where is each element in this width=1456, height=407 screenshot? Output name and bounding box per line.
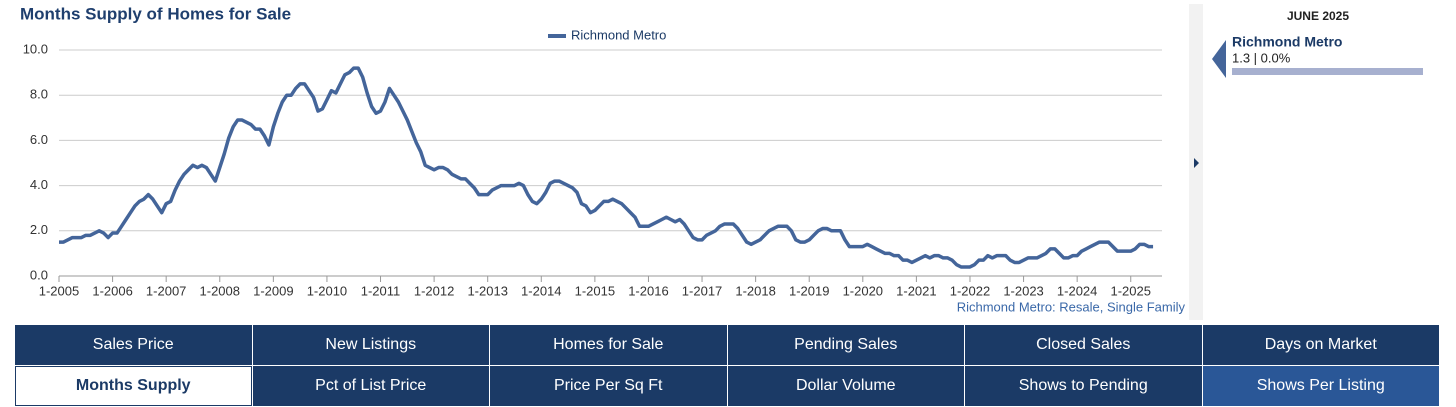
x-tick-label: 1-2020 <box>843 283 883 298</box>
x-tick-label: 1-2015 <box>575 283 615 298</box>
tab-button[interactable]: Shows Per Listing <box>1202 366 1439 406</box>
tab-button[interactable]: Closed Sales <box>965 325 1202 365</box>
x-tick-label: 1-2021 <box>896 283 936 298</box>
x-tick-label: 1-2017 <box>682 283 722 298</box>
y-tick-label: 8.0 <box>30 87 48 102</box>
tab-button[interactable]: New Listings <box>252 325 489 365</box>
sidebar-pointer <box>1212 40 1226 78</box>
tabs: Sales Price New Listings Homes for Sale Pen… <box>15 325 1439 406</box>
sidebar-period: JUNE 2025 <box>1287 9 1349 23</box>
y-tick-label: 2.0 <box>30 222 48 237</box>
x-tick-label: 1-2008 <box>200 283 240 298</box>
x-tick-label: 1-2014 <box>521 283 561 298</box>
tab-button[interactable]: Homes for Sale <box>490 325 727 365</box>
x-tick-label: 1-2018 <box>735 283 775 298</box>
sidebar-bar <box>1232 68 1423 75</box>
tab-button[interactable]: Months Supply <box>15 366 252 406</box>
legend-label: Richmond Metro <box>571 27 666 42</box>
x-tick-label: 1-2013 <box>467 283 507 298</box>
footnote: Richmond Metro: Resale, Single Family <box>957 299 1186 314</box>
x-tick-label: 1-2025 <box>1110 283 1150 298</box>
x-tick-label: 1-2022 <box>950 283 990 298</box>
y-tick-label: 4.0 <box>30 177 48 192</box>
y-tick-label: 0.0 <box>30 267 48 282</box>
sidebar-summary: 1.3 | 0.0% <box>1232 50 1291 65</box>
x-tick-label: 1-2016 <box>628 283 668 298</box>
chart: Months Supply of Homes for Sale Richmond… <box>20 4 1423 320</box>
y-tick-label: 6.0 <box>30 132 48 147</box>
x-tick-label: 1-2011 <box>361 283 401 298</box>
tab-button[interactable]: Sales Price <box>15 325 252 365</box>
tab-button[interactable]: Pending Sales <box>727 325 964 365</box>
x-tick-label: 1-2007 <box>146 283 186 298</box>
x-tick-label: 1-2006 <box>92 283 132 298</box>
tab-button[interactable]: Pct of List Price <box>252 366 489 406</box>
tab-button[interactable]: Price Per Sq Ft <box>490 366 727 406</box>
x-tick-label: 1-2009 <box>253 283 293 298</box>
x-tick-label: 1-2005 <box>39 283 79 298</box>
x-tick-label: 1-2023 <box>1003 283 1043 298</box>
tab-button[interactable]: Dollar Volume <box>727 366 964 406</box>
toggle-arrow <box>1194 158 1199 168</box>
x-tick-label: 1-2019 <box>789 283 829 298</box>
x-tick-label: 1-2010 <box>307 283 347 298</box>
y-tick-label: 10.0 <box>23 41 48 56</box>
chart-title: Months Supply of Homes for Sale <box>20 4 291 23</box>
tab-button[interactable]: Days on Market <box>1202 325 1439 365</box>
data-line <box>59 66 1154 269</box>
x-tick-label: 1-2012 <box>414 283 454 298</box>
tab-button[interactable]: Shows to Pending <box>965 366 1202 406</box>
sidebar-name: Richmond Metro <box>1232 34 1342 50</box>
x-tick-label: 1-2024 <box>1057 283 1097 298</box>
